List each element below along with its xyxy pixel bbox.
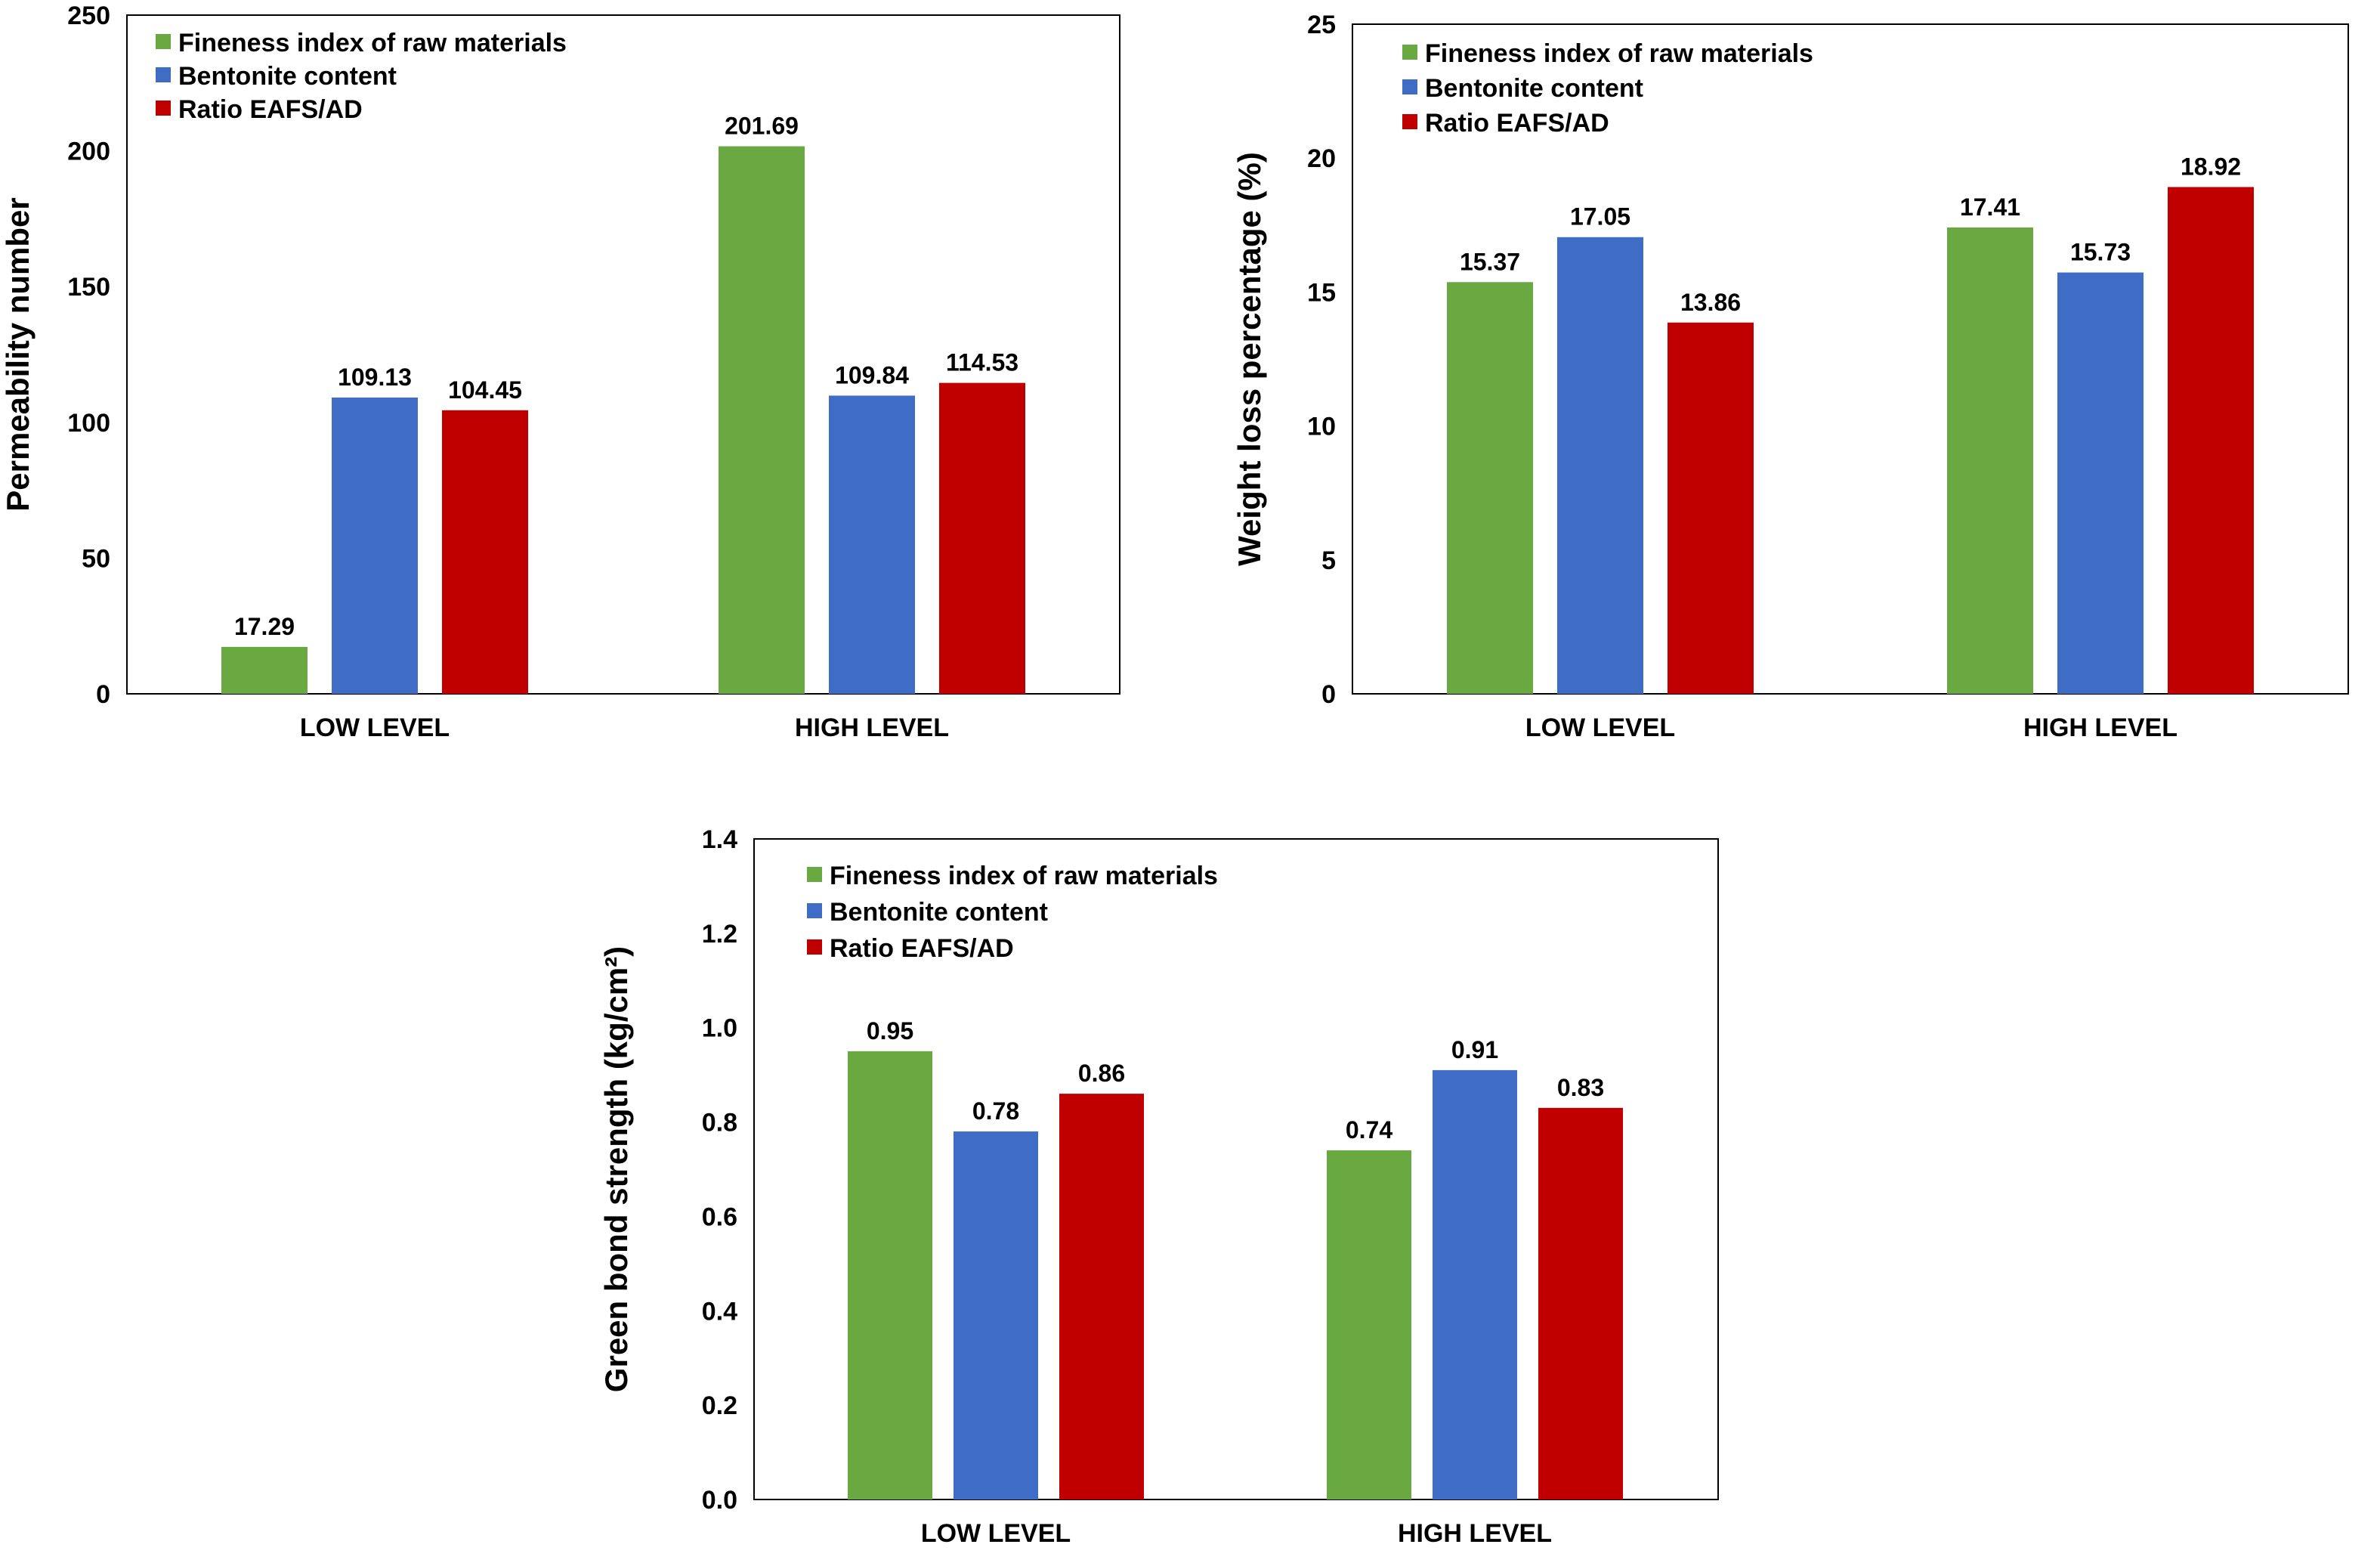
data-label: 0.91 xyxy=(1451,1036,1498,1063)
legend-swatch-bentonite xyxy=(807,903,822,918)
bar-ratio xyxy=(1668,322,1754,694)
y-tick-label: 1.0 xyxy=(702,1014,737,1043)
data-label: 0.83 xyxy=(1557,1074,1604,1101)
bar-ratio xyxy=(1538,1107,1623,1499)
bar-bentonite xyxy=(1557,237,1643,694)
data-label: 17.05 xyxy=(1570,203,1630,231)
legend-swatch-fineness xyxy=(1402,45,1417,60)
y-tick-label: 20 xyxy=(1307,144,1336,173)
y-axis-title: Green bond strength (kg/cm²) xyxy=(598,946,634,1392)
data-label: 17.41 xyxy=(1960,193,2020,221)
y-tick-label: 10 xyxy=(1307,413,1336,441)
bar-ratio xyxy=(442,410,528,694)
x-category-label: LOW LEVEL xyxy=(300,713,450,742)
legend-swatch-fineness xyxy=(156,34,171,49)
legend-swatch-ratio xyxy=(1402,114,1417,129)
legend-swatch-ratio xyxy=(156,101,171,116)
y-tick-label: 0 xyxy=(96,680,110,709)
legend-label: Bentonite content xyxy=(178,62,397,91)
legend-swatch-bentonite xyxy=(156,67,171,82)
data-label: 0.74 xyxy=(1346,1116,1392,1144)
y-tick-label: 0.6 xyxy=(702,1202,737,1231)
data-label: 17.29 xyxy=(234,613,295,640)
x-category-label: HIGH LEVEL xyxy=(2023,713,2178,742)
y-tick-label: 0.8 xyxy=(702,1109,737,1137)
chart-green-bond-strength: 0.0 0.2 0.4 0.6 0.8 1.0 1.2 1.4 Green bond stren… xyxy=(598,825,1719,1548)
data-label: 0.86 xyxy=(1078,1060,1125,1087)
y-tick-label: 250 xyxy=(67,2,110,30)
data-label: 109.13 xyxy=(338,364,412,391)
legend-label: Bentonite content xyxy=(830,898,1048,927)
legend-label: Fineness index of raw materials xyxy=(830,862,1218,890)
legend-swatch-ratio xyxy=(807,939,822,955)
y-tick-label: 150 xyxy=(67,273,110,302)
x-category-label: HIGH LEVEL xyxy=(1398,1519,1552,1548)
data-label: 13.86 xyxy=(1680,289,1741,316)
chart-permeability: 0 50 100 150 200 250 Permeability number 17.29 1… xyxy=(0,2,1120,742)
plot-frame xyxy=(1352,23,2349,695)
bar-fineness xyxy=(1447,282,1533,694)
legend-label: Fineness index of raw materials xyxy=(178,29,567,57)
y-tick-label: 15 xyxy=(1307,278,1336,307)
bar-ratio xyxy=(1059,1094,1144,1499)
legend-label: Bentonite content xyxy=(1425,74,1643,103)
y-tick-label: 5 xyxy=(1321,546,1336,575)
bar-ratio xyxy=(939,382,1025,694)
y-tick-label: 0.4 xyxy=(702,1297,737,1326)
y-axis-title: Permeability number xyxy=(0,197,36,511)
y-tick-label: 1.4 xyxy=(702,825,737,854)
bar-bentonite xyxy=(332,398,418,694)
x-category-label: LOW LEVEL xyxy=(1525,713,1675,742)
y-tick-label: 50 xyxy=(82,544,110,573)
data-label: 201.69 xyxy=(725,113,799,140)
legend-label: Ratio EAFS/AD xyxy=(1425,109,1609,138)
legend-label: Ratio EAFS/AD xyxy=(178,95,363,124)
data-label: 0.95 xyxy=(867,1017,913,1045)
bar-bentonite xyxy=(829,395,915,694)
legend-swatch-bentonite xyxy=(1402,79,1417,94)
data-label: 15.37 xyxy=(1460,248,1520,275)
bar-fineness xyxy=(221,646,308,694)
bar-bentonite xyxy=(1433,1069,1517,1499)
legend-label: Ratio EAFS/AD xyxy=(830,934,1014,963)
x-category-label: HIGH LEVEL xyxy=(795,713,949,742)
legend-label: Fineness index of raw materials xyxy=(1425,39,1813,68)
y-tick-label: 25 xyxy=(1307,11,1336,39)
data-label: 104.45 xyxy=(448,376,522,404)
x-category-label: LOW LEVEL xyxy=(921,1519,1071,1548)
bar-fineness xyxy=(719,146,805,694)
data-label: 109.84 xyxy=(835,361,909,388)
bar-fineness xyxy=(1947,227,2033,694)
y-tick-label: 0.2 xyxy=(702,1391,737,1420)
y-tick-label: 0.0 xyxy=(702,1486,737,1515)
y-tick-label: 0 xyxy=(1321,680,1336,709)
plot-frame xyxy=(126,14,1120,695)
bar-fineness xyxy=(1327,1150,1411,1499)
data-label: 0.78 xyxy=(972,1097,1019,1125)
y-tick-label: 1.2 xyxy=(702,920,737,949)
y-tick-label: 100 xyxy=(67,409,110,438)
bar-bentonite xyxy=(2057,272,2144,694)
bar-bentonite xyxy=(954,1131,1038,1499)
data-label: 15.73 xyxy=(2070,239,2131,266)
data-label: 18.92 xyxy=(2181,153,2241,180)
chart-weight-loss: 0 5 10 15 20 25 Weight loss percentage (%) 15.3… xyxy=(1232,11,2349,742)
y-axis-title: Weight loss percentage (%) xyxy=(1232,152,1267,566)
y-tick-label: 200 xyxy=(67,138,110,166)
plot-frame xyxy=(753,838,1719,1500)
bar-ratio xyxy=(2168,187,2254,694)
data-label: 114.53 xyxy=(946,349,1018,376)
legend-swatch-fineness xyxy=(807,867,822,882)
bar-fineness xyxy=(848,1051,932,1499)
